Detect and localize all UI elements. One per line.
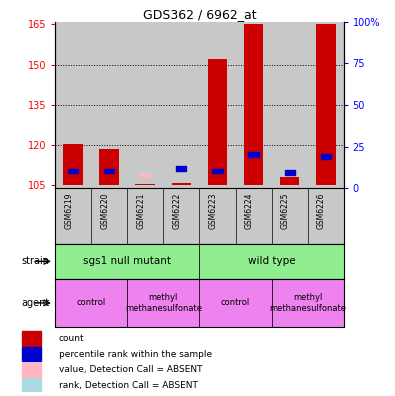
- Bar: [91, 188, 127, 244]
- Bar: [235, 188, 272, 244]
- Bar: [22, 347, 41, 361]
- Text: agent: agent: [21, 298, 49, 308]
- Bar: [127, 188, 164, 244]
- Text: GSM6223: GSM6223: [209, 192, 218, 229]
- Bar: [140, 171, 150, 176]
- Bar: [308, 22, 344, 188]
- Bar: [280, 177, 299, 185]
- Text: control: control: [221, 299, 250, 307]
- Bar: [284, 170, 295, 175]
- Bar: [171, 183, 191, 185]
- Text: methyl
methanesulfonate: methyl methanesulfonate: [269, 293, 346, 312]
- Text: GSM6220: GSM6220: [100, 192, 109, 229]
- Text: value, Detection Call = ABSENT: value, Detection Call = ABSENT: [59, 366, 202, 374]
- Bar: [213, 169, 222, 173]
- Text: GSM6219: GSM6219: [64, 192, 73, 229]
- Bar: [55, 244, 199, 279]
- Text: methyl
methanesulfonate: methyl methanesulfonate: [125, 293, 202, 312]
- Bar: [244, 25, 263, 185]
- Bar: [164, 22, 199, 188]
- Text: wild type: wild type: [248, 256, 295, 267]
- Bar: [64, 144, 83, 185]
- Bar: [272, 22, 308, 188]
- Text: strain: strain: [22, 256, 49, 267]
- Bar: [208, 59, 228, 185]
- Bar: [199, 188, 235, 244]
- Text: GSM6226: GSM6226: [317, 192, 325, 229]
- Text: rank, Detection Call = ABSENT: rank, Detection Call = ABSENT: [59, 381, 197, 390]
- Bar: [55, 279, 127, 327]
- Bar: [55, 188, 91, 244]
- Text: percentile rank within the sample: percentile rank within the sample: [59, 350, 212, 359]
- Bar: [316, 25, 335, 185]
- Bar: [272, 188, 308, 244]
- Bar: [68, 169, 78, 173]
- Bar: [22, 363, 41, 377]
- Bar: [104, 169, 115, 173]
- Title: GDS362 / 6962_at: GDS362 / 6962_at: [143, 8, 256, 21]
- Text: control: control: [77, 299, 106, 307]
- Bar: [177, 166, 186, 171]
- Bar: [127, 279, 199, 327]
- Text: sgs1 null mutant: sgs1 null mutant: [83, 256, 171, 267]
- Bar: [22, 331, 41, 346]
- Text: GSM6224: GSM6224: [245, 192, 254, 229]
- Text: GSM6221: GSM6221: [136, 192, 145, 229]
- Bar: [235, 22, 272, 188]
- Bar: [135, 184, 155, 185]
- Bar: [199, 279, 272, 327]
- Bar: [164, 188, 199, 244]
- Bar: [199, 22, 235, 188]
- Bar: [55, 22, 91, 188]
- Bar: [308, 188, 344, 244]
- Bar: [100, 149, 119, 185]
- Bar: [140, 173, 150, 177]
- Bar: [248, 152, 259, 157]
- Bar: [127, 22, 164, 188]
- Text: GSM6225: GSM6225: [280, 192, 290, 229]
- Bar: [321, 154, 331, 158]
- Text: GSM6222: GSM6222: [173, 192, 181, 229]
- Bar: [91, 22, 127, 188]
- Bar: [22, 378, 41, 393]
- Bar: [272, 279, 344, 327]
- Text: count: count: [59, 334, 84, 343]
- Bar: [199, 244, 344, 279]
